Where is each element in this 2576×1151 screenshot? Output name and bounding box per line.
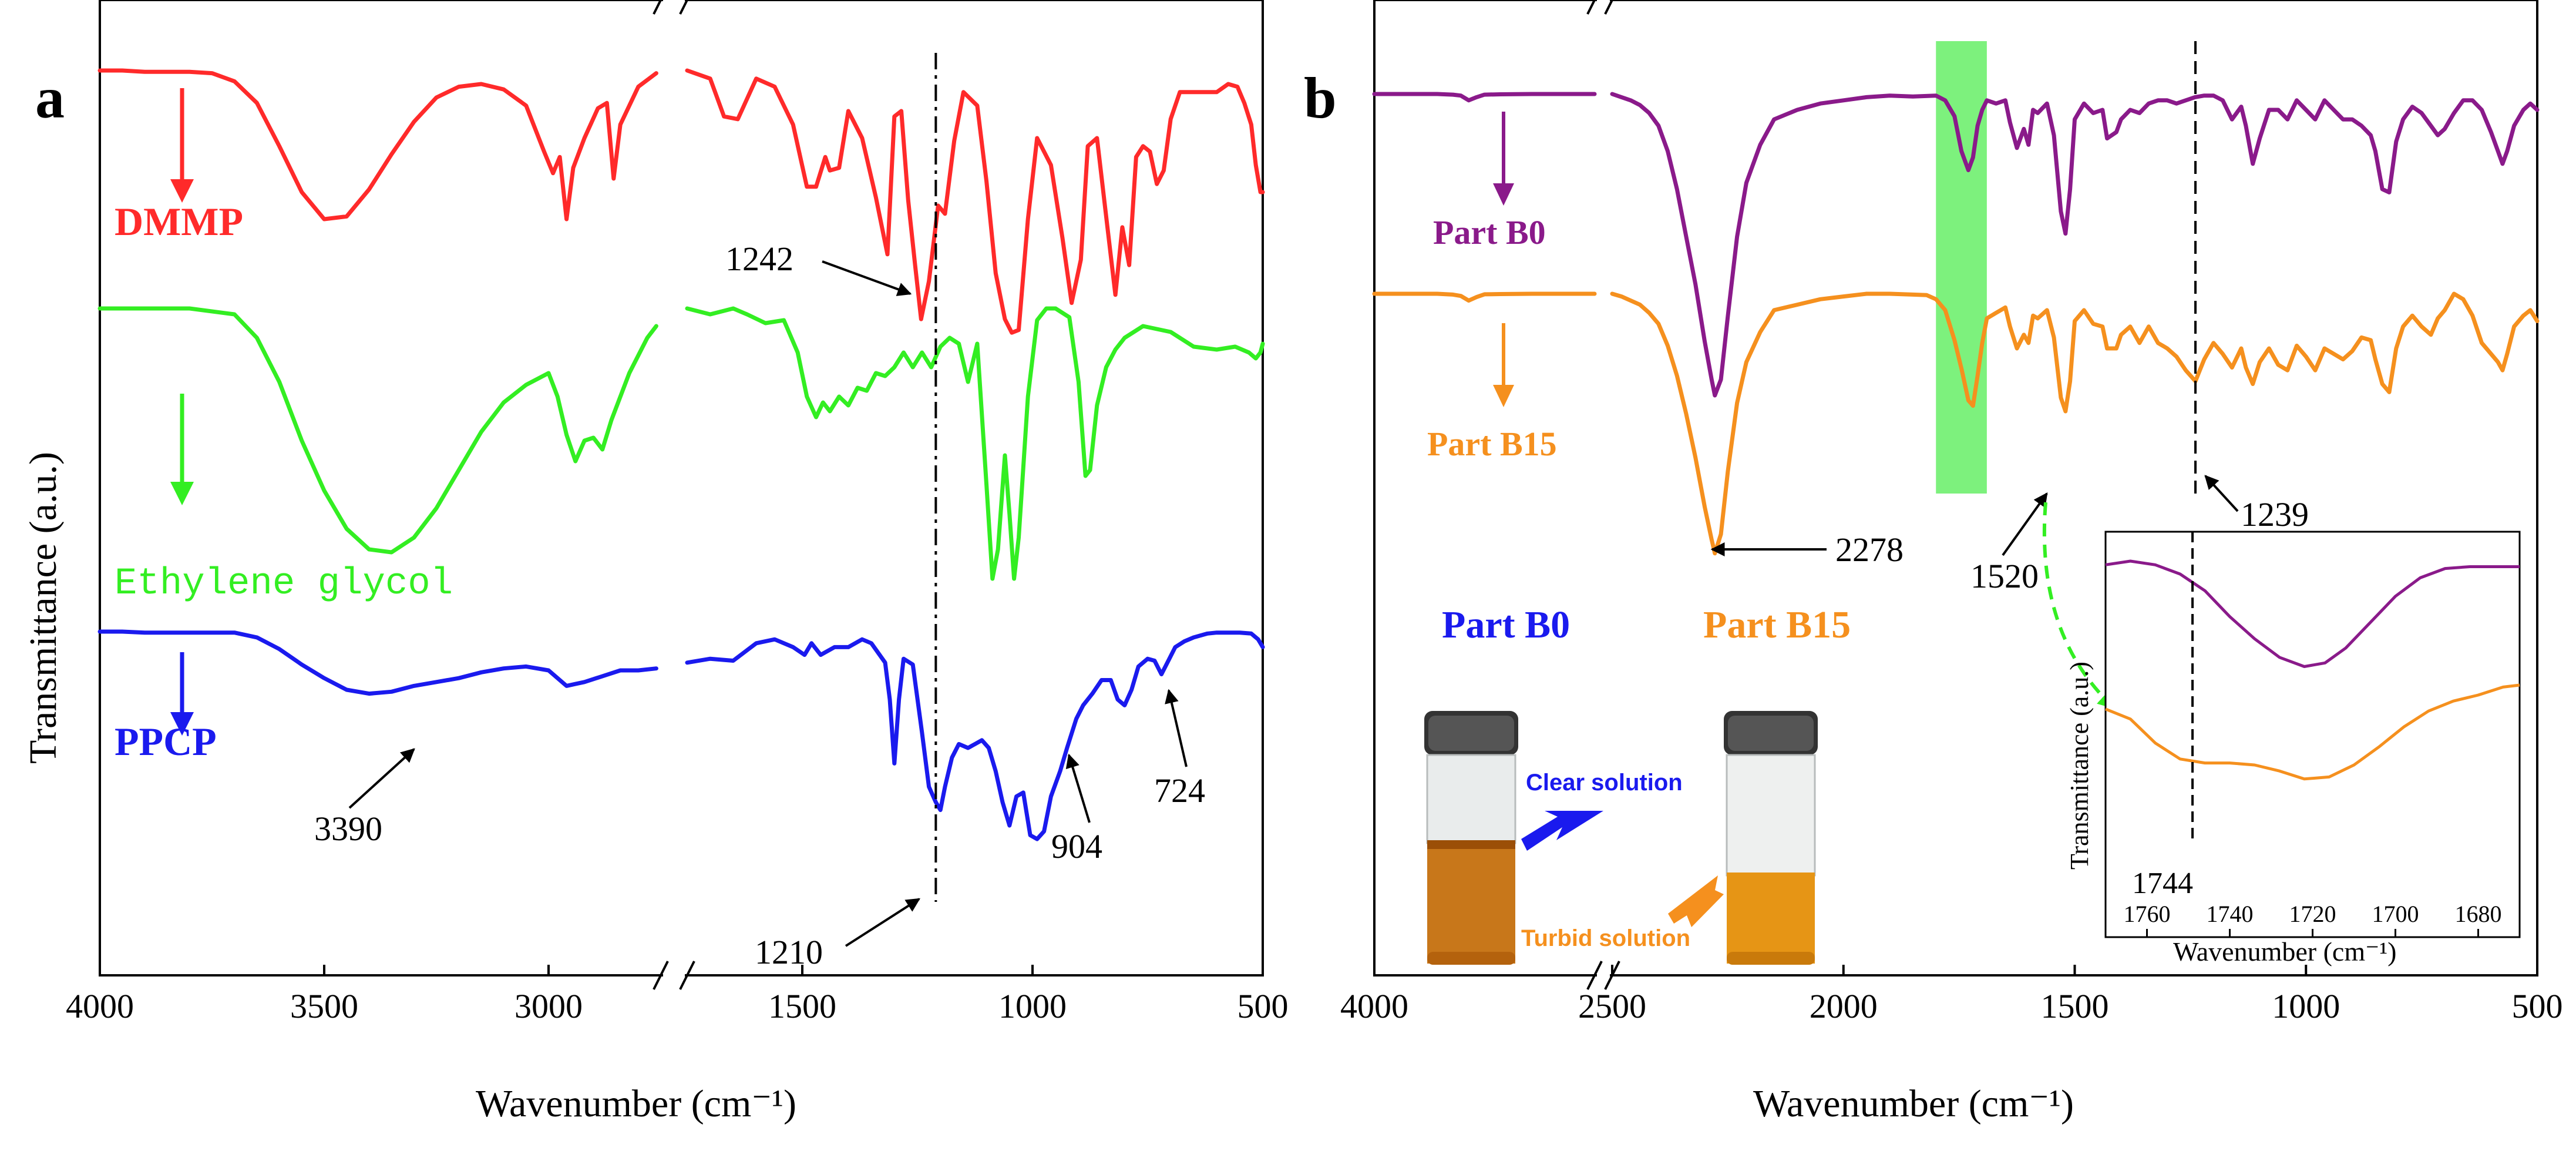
panel-b: b 4000 2500 2000 1500 1000 500 Part B0 Part B…	[1304, 0, 2563, 1125]
panel-a-xlabel: Wavenumber (cm⁻¹)	[476, 1082, 796, 1125]
panel-a-axis-break-gap	[663, 0, 685, 7]
vial-turbid-photo	[1724, 711, 1818, 965]
clear-solution-label: Clear solution	[1526, 770, 1683, 796]
panel-b-xtick-label: 1000	[2272, 987, 2340, 1025]
annotation-arrow-1520	[2002, 492, 2048, 556]
panel-b-xtick-label: 1500	[2041, 987, 2109, 1025]
panel-b-axis-break-gap	[1597, 968, 1610, 982]
panel-b-xtick-label: 2000	[1810, 987, 1878, 1025]
inset-xtick-label: 1680	[2455, 901, 2502, 927]
legend-dmmp: DMMP	[115, 199, 243, 244]
panel-a: a 4000 3500 3000 1500 1000 500 DMMP Ethylene …	[22, 0, 1289, 1125]
panel-a-xtick-label: 3000	[514, 987, 583, 1025]
inset-series-part-b15	[2105, 683, 2520, 781]
panel-a-axis-break-mark	[653, 961, 669, 990]
panel-a-axis-break-mark	[679, 0, 689, 15]
annotation-3390: 3390	[314, 810, 382, 848]
annotation-arrow-1242	[822, 260, 912, 296]
legend-part-b15: Part B15	[1427, 425, 1557, 463]
inset-xlabel: Wavenumber (cm⁻¹)	[2173, 937, 2397, 967]
annotation-arrow-3390	[348, 748, 415, 809]
annotation-1210: 1210	[755, 933, 823, 971]
panel-b-xtick-label: 4000	[1340, 987, 1408, 1025]
panel-a-xtick-label: 4000	[66, 987, 134, 1025]
panel-a-xtick-label: 500	[1237, 987, 1289, 1025]
legend-ethylene-glycol: Ethylene glycol	[115, 563, 453, 605]
panel-b-label: b	[1304, 65, 1337, 130]
panel-b-axis-break-mark	[1604, 0, 1614, 15]
legend-ppcp: PPCP	[115, 719, 217, 764]
inset-xtick-label: 1740	[2207, 901, 2254, 927]
panel-a-series-ethylene-glycol	[97, 306, 1265, 581]
panel-a-series-dmmp	[97, 68, 1265, 335]
panel-b-xlabel: Wavenumber (cm⁻¹)	[1753, 1082, 2074, 1125]
panel-a-axis-break-mark	[653, 0, 663, 15]
panel-a-series-ppcp	[97, 629, 1265, 841]
clear-solution-arrow	[1521, 811, 1603, 851]
annotation-arrow-904	[1065, 753, 1091, 823]
annotation-904: 904	[1051, 827, 1102, 865]
annotation-1239: 1239	[2241, 495, 2309, 533]
panel-b-series-part-b15	[1372, 291, 2540, 556]
panel-a-xtick-label: 1000	[998, 987, 1067, 1025]
inset-xtick-label: 1760	[2124, 901, 2171, 927]
panel-b-axis-break-mark	[1586, 0, 1596, 15]
panel-b-xtick-label: 500	[2512, 987, 2563, 1025]
panel-b-frame	[1373, 0, 2538, 976]
annotation-724: 724	[1154, 771, 1205, 810]
turbid-solution-arrow	[1668, 875, 1724, 927]
turbid-solution-label: Turbid solution	[1521, 925, 1690, 951]
inset-pointer	[2042, 502, 2116, 710]
annotation-arrow-724	[1165, 689, 1188, 767]
panel-a-xtick-label: 3500	[290, 987, 358, 1025]
panel-b-series-part-b0	[1372, 92, 2540, 398]
panel-a-label: a	[35, 65, 65, 130]
legend-part-b0: Part B0	[1433, 213, 1546, 251]
panel-b-axis-break-gap	[1597, 0, 1610, 7]
highlight-band	[1936, 41, 1987, 494]
inset-chart: 1760 1740 1720 1700 1680 1744 Transmittance …	[2065, 531, 2521, 967]
inset-series-part-b0	[2105, 559, 2520, 668]
vial-clear-photo	[1424, 711, 1518, 965]
annotation-1520: 1520	[1970, 557, 2039, 595]
annotation-arrow-1210	[845, 898, 921, 947]
photo-label-b15: Part B15	[1703, 603, 1851, 646]
annotation-arrow-1239	[2204, 475, 2239, 512]
panel-a-axis-break-mark	[679, 961, 695, 990]
inset-frame	[2104, 531, 2521, 938]
annotation-2278: 2278	[1835, 531, 1904, 569]
panel-a-axis-break-gap	[663, 968, 685, 982]
panel-b-xtick-label: 2500	[1578, 987, 1646, 1025]
panel-b-axis-break-mark	[1604, 961, 1620, 990]
annotation-1242: 1242	[725, 240, 793, 278]
panel-a-xtick-label: 1500	[768, 987, 836, 1025]
inset-xtick-label: 1720	[2289, 901, 2336, 927]
panel-b-axis-break-mark	[1586, 961, 1603, 990]
inset-annotation-1744: 1744	[2132, 867, 2193, 900]
panel-a-ylabel: Transmittance (a.u.)	[22, 452, 65, 764]
inset-xtick-label: 1700	[2372, 901, 2419, 927]
inset-ylabel: Transmittance (a.u.)	[2065, 662, 2094, 870]
photo-label-b0: Part B0	[1442, 603, 1570, 646]
